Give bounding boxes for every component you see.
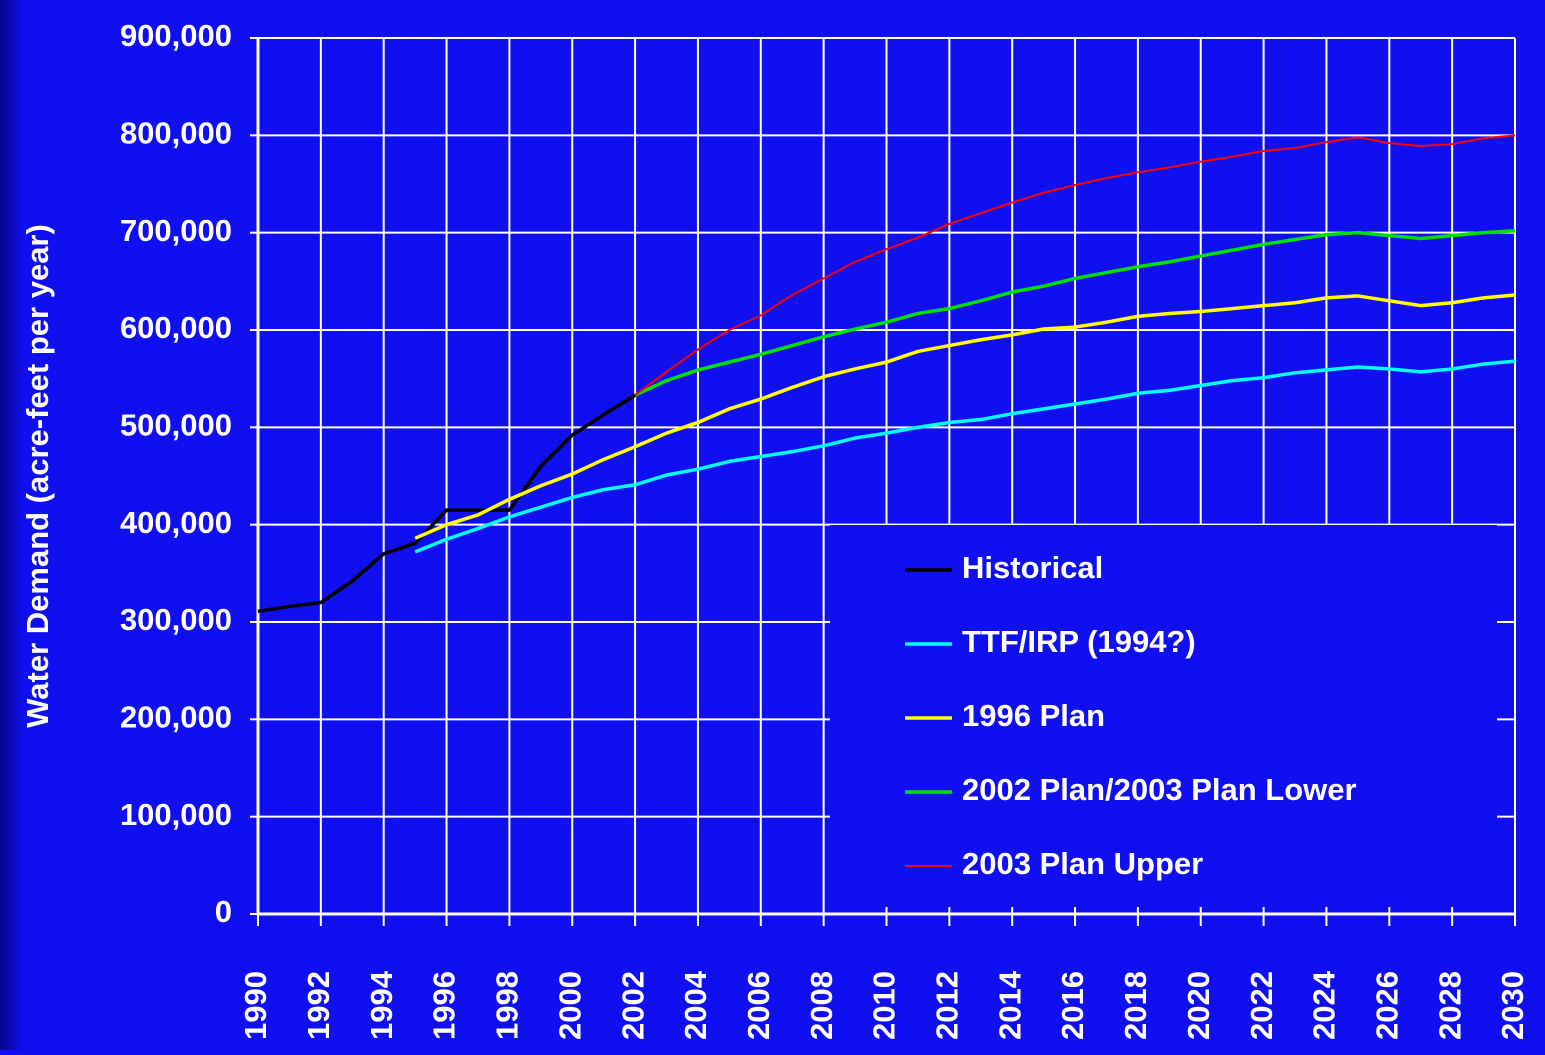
x-tick-label: 2022 <box>1244 971 1279 1040</box>
x-tick-label: 2016 <box>1055 971 1090 1040</box>
legend-label: TTF/IRP (1994?) <box>962 624 1196 659</box>
x-tick-label: 2018 <box>1118 971 1153 1040</box>
legend-label: Historical <box>962 550 1103 585</box>
x-tick-label: 2010 <box>867 971 902 1040</box>
x-tick-label: 2002 <box>615 971 650 1040</box>
x-tick-label: 1998 <box>490 971 525 1040</box>
y-tick-label: 0 <box>215 894 232 929</box>
x-tick-label: 2008 <box>804 971 839 1040</box>
x-tick-label: 2000 <box>552 971 587 1040</box>
x-tick-label: 2020 <box>1181 971 1216 1040</box>
x-tick-label: 1990 <box>238 971 273 1040</box>
x-tick-label: 2026 <box>1369 971 1404 1040</box>
series-line <box>414 359 1516 554</box>
y-tick-label: 200,000 <box>120 700 232 735</box>
y-tick-label: 700,000 <box>120 213 232 248</box>
x-tick-label: 1994 <box>364 970 399 1040</box>
y-tick-label: 500,000 <box>120 408 232 443</box>
legend-label: 2002 Plan/2003 Plan Lower <box>962 772 1357 807</box>
x-tick-label: 2006 <box>741 971 776 1040</box>
x-tick-label: 2030 <box>1495 971 1530 1040</box>
series-line <box>634 228 1516 397</box>
series-line <box>257 393 637 614</box>
y-axis-label: Water Demand (acre-feet per year) <box>20 224 55 728</box>
y-tick-label: 900,000 <box>120 18 232 53</box>
x-tick-label: 1992 <box>301 971 336 1040</box>
y-tick-label: 100,000 <box>120 797 232 832</box>
x-tick-label: 2004 <box>678 970 713 1040</box>
legend-label: 1996 Plan <box>962 698 1105 733</box>
legend-label: 2003 Plan Upper <box>962 846 1203 881</box>
x-tick-label: 1996 <box>427 971 462 1040</box>
y-tick-label: 600,000 <box>120 310 232 345</box>
legend-box <box>830 525 1497 907</box>
x-tick-label: 2028 <box>1432 971 1467 1040</box>
x-tick-label: 2012 <box>930 971 965 1040</box>
series-line <box>634 134 1516 397</box>
x-tick-label: 2024 <box>1307 970 1342 1040</box>
x-tick-label: 2014 <box>992 970 1027 1040</box>
y-tick-label: 400,000 <box>120 505 232 540</box>
y-tick-label: 800,000 <box>120 116 232 151</box>
y-tick-label: 300,000 <box>120 602 232 637</box>
series-line <box>414 293 1516 540</box>
